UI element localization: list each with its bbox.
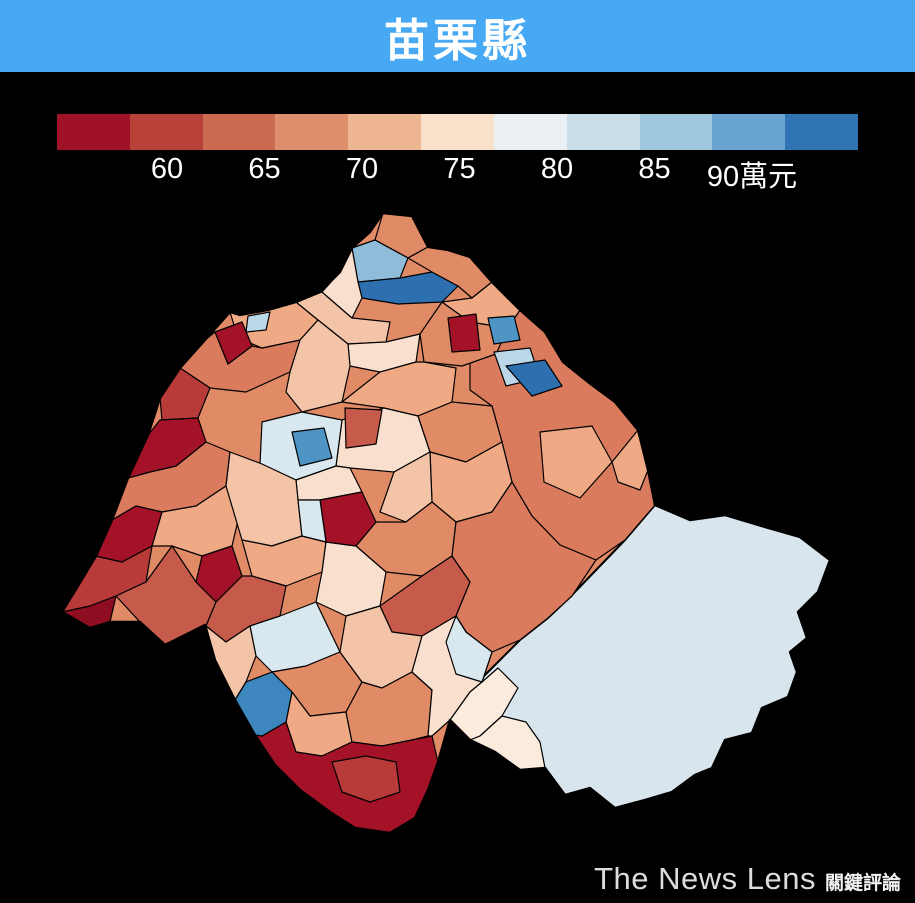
map-region (611, 429, 649, 491)
map-region (487, 315, 521, 345)
map-region (357, 271, 459, 305)
map-region (214, 321, 253, 365)
legend-tick-label: 80 (540, 153, 574, 185)
map-region (445, 615, 493, 683)
map-region (539, 425, 613, 499)
news-lens-logo-text: The News Lens (594, 861, 816, 896)
news-lens-logo-chinese: 關鍵評論 (824, 873, 901, 894)
legend-tick-label: 75 (443, 153, 476, 185)
legend-color-segment (421, 114, 494, 150)
legend-color-segment (639, 114, 713, 150)
map-region (447, 313, 481, 353)
county-outline (60, 211, 832, 835)
page-title: 苗栗縣 (383, 14, 531, 66)
legend-color-segment (493, 114, 567, 150)
legend-tick-label: 90萬元 (706, 161, 798, 193)
map-region (344, 407, 383, 449)
legend-color-segment (57, 114, 130, 150)
legend-tick-label: 85 (638, 153, 671, 185)
legend-tick-row: 60 65 70 75 80 85 90萬元 (57, 151, 887, 193)
map-region (285, 319, 351, 413)
legend-color-segment (129, 114, 203, 150)
legend-tick-label: 65 (248, 153, 281, 185)
map-region (297, 499, 327, 543)
map-region (505, 359, 563, 397)
legend-color-segment (348, 114, 422, 150)
map-region (195, 545, 243, 603)
legend-color-segment (712, 114, 786, 150)
legend-color-segment (202, 114, 276, 150)
title-banner: 苗栗縣 (0, 0, 915, 72)
map-region (245, 311, 271, 333)
map-region (331, 755, 401, 803)
map-region (127, 417, 207, 479)
footer-logo: The News Lens 關鍵評論 (594, 861, 901, 897)
legend-color-segment (785, 114, 858, 150)
legend-colorbar (57, 114, 858, 150)
legend-tick-label: 60 (150, 153, 184, 185)
legend-tick-label: 70 (345, 153, 379, 185)
legend-color-segment (275, 114, 349, 150)
map-region (451, 481, 597, 653)
map-region (291, 427, 333, 467)
legend-color-segment (566, 114, 640, 150)
